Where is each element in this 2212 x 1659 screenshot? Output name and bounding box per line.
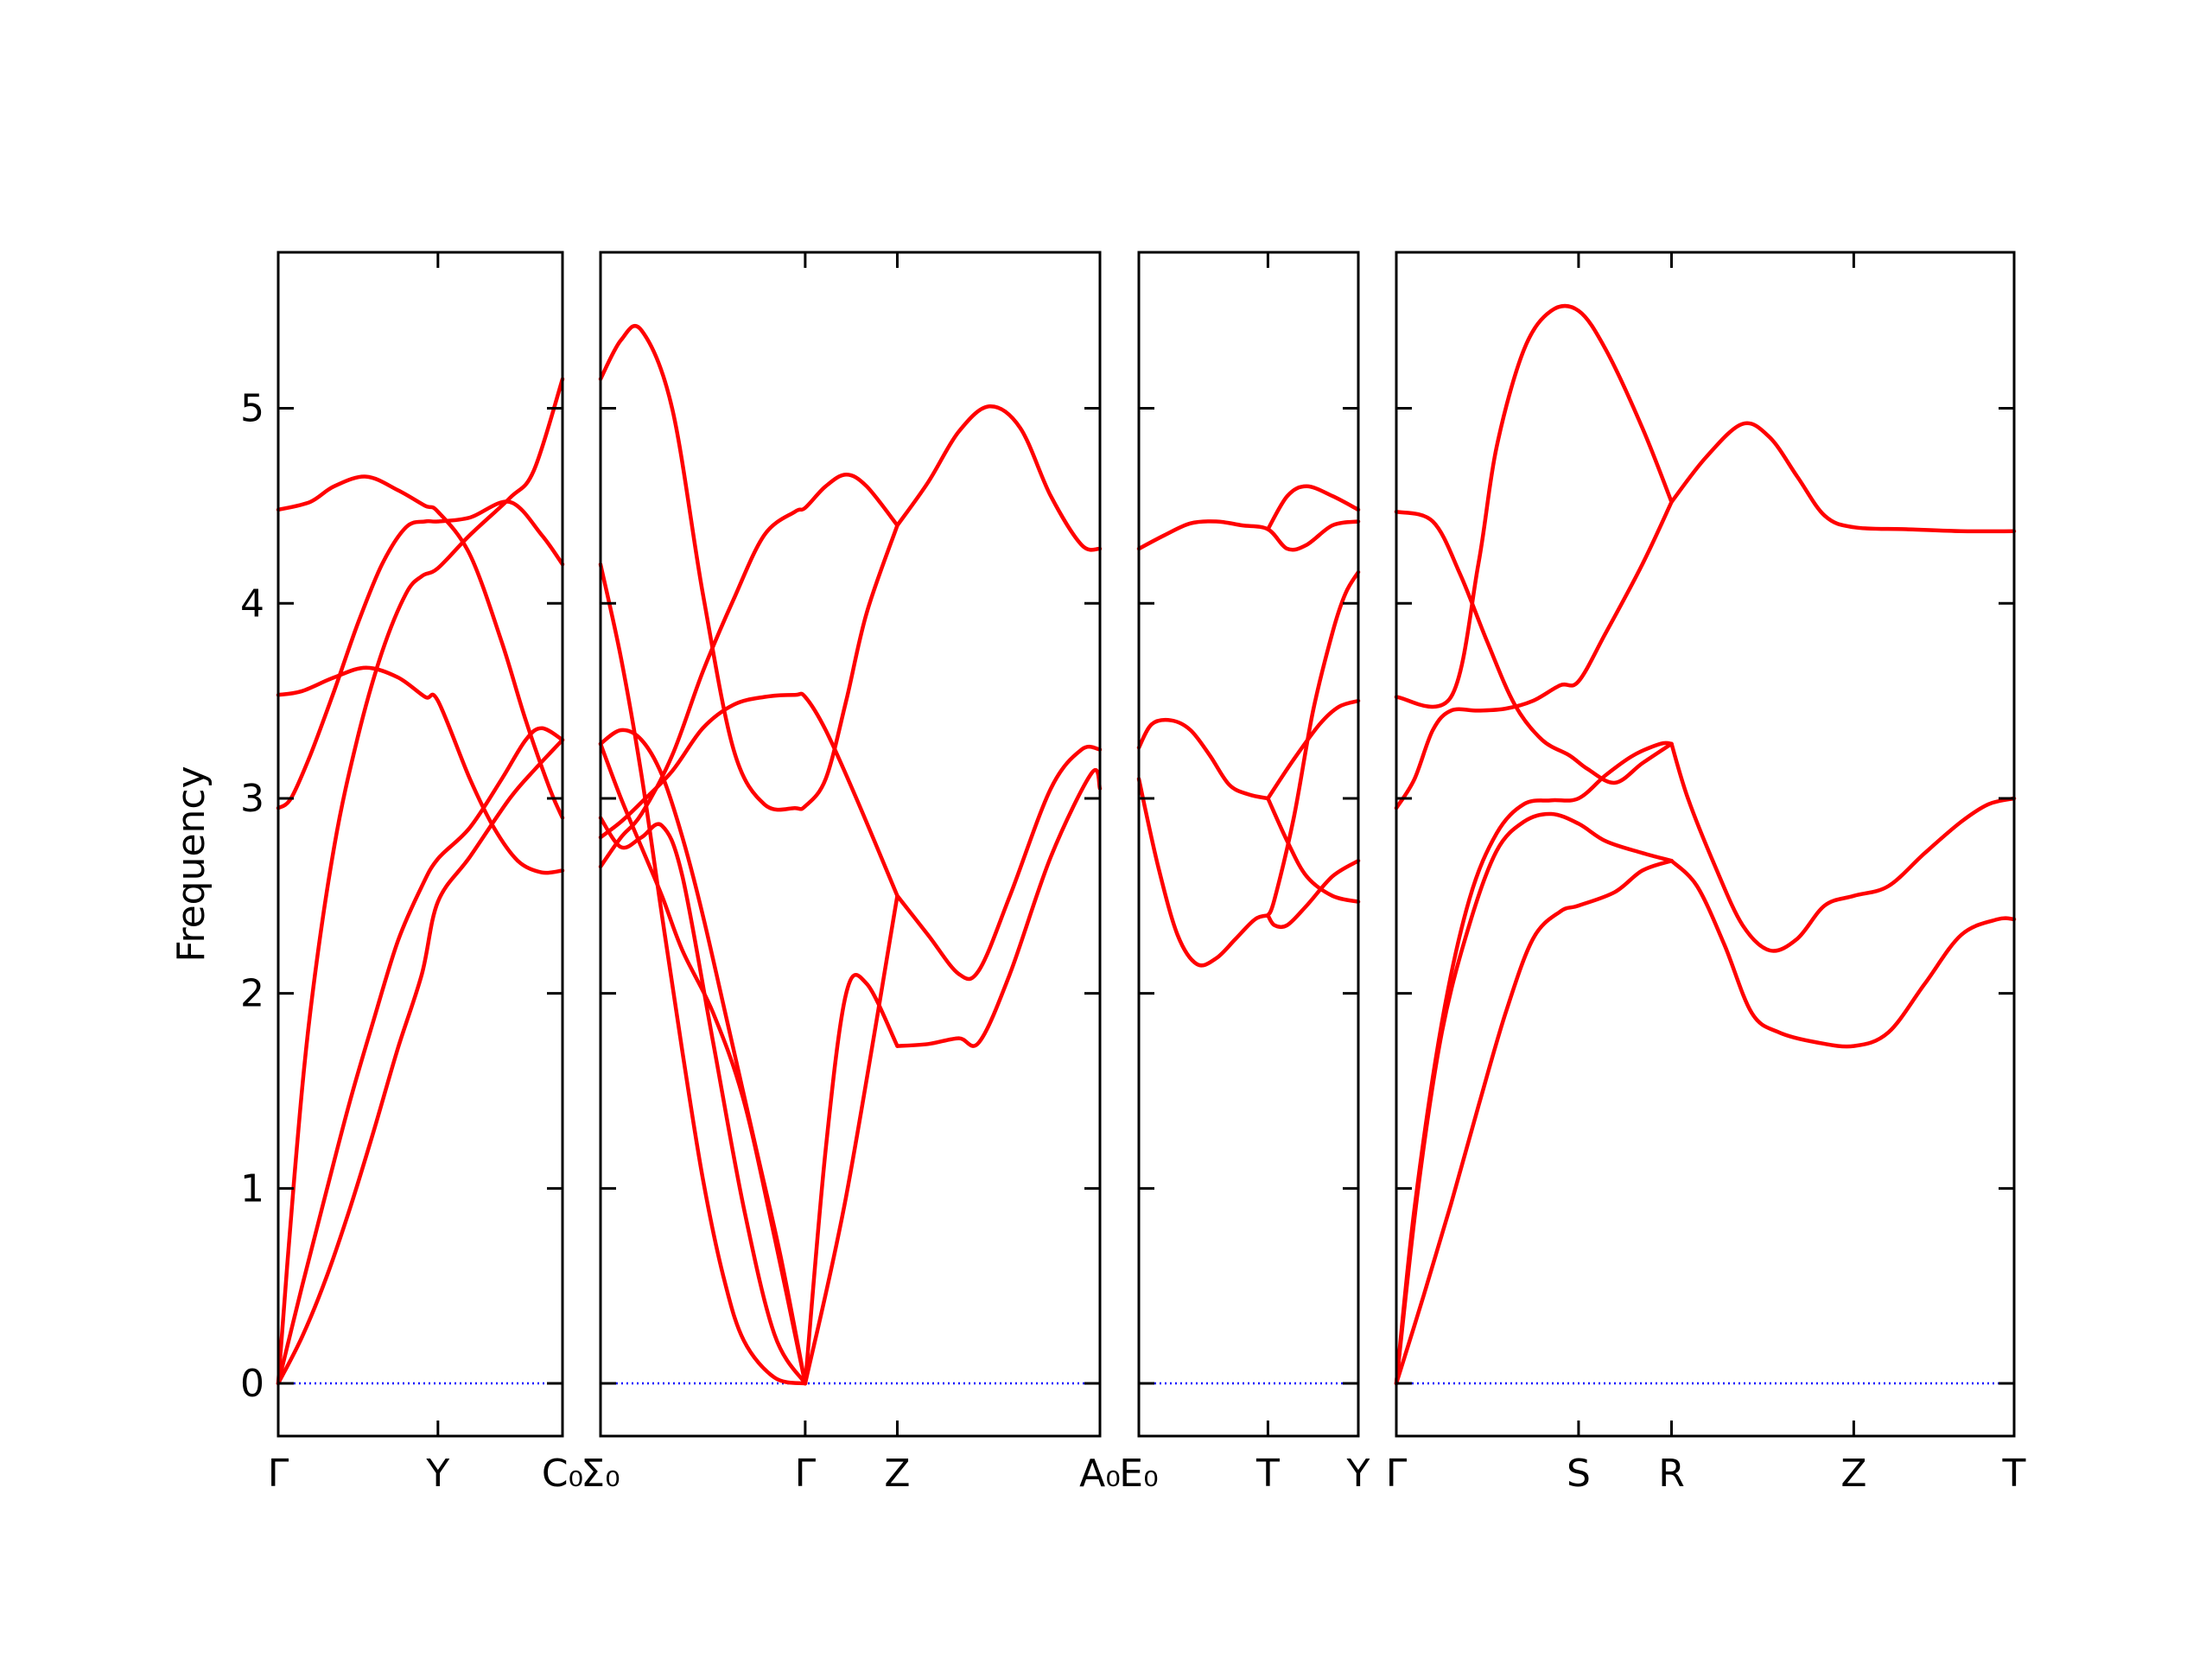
- band-line-1: [598, 816, 808, 1386]
- band-line-9: [598, 473, 899, 869]
- x-tick-label: S: [1567, 1452, 1591, 1496]
- band-line-6: [803, 893, 899, 1386]
- band-line-12: [895, 404, 1103, 552]
- x-tick-label: C₀: [542, 1452, 583, 1496]
- band-line-5: [1266, 796, 1361, 904]
- x-tick-label: T: [1255, 1452, 1280, 1496]
- y-tick-label: 1: [240, 1166, 264, 1211]
- panel-2: Σ₀ Γ Z A₀: [581, 251, 1121, 1496]
- x-tick-label: Z: [1840, 1452, 1866, 1496]
- band-line-3: [1136, 717, 1270, 801]
- y-tick-label: 4: [240, 582, 264, 626]
- band-line-2: [598, 741, 808, 1386]
- band-line-8: [1394, 499, 1674, 810]
- y-tick-label: 2: [240, 972, 264, 1016]
- band-line-2: [276, 726, 565, 1386]
- x-tick-label: E₀: [1119, 1452, 1158, 1496]
- band-line-7: [895, 768, 1103, 1048]
- y-tick-label: 5: [240, 387, 264, 431]
- panel-frame: [1137, 251, 1360, 1438]
- x-tick-label: Σ₀: [581, 1452, 620, 1496]
- band-line-7: [1394, 303, 1674, 709]
- band-line-11: [598, 323, 899, 812]
- band-line-4: [1266, 698, 1361, 801]
- y-axis-label: Frequency: [169, 766, 213, 962]
- band-line-4: [598, 728, 808, 1386]
- x-tick-label: A₀: [1079, 1452, 1121, 1496]
- x-tick-label: Γ: [268, 1452, 289, 1496]
- panel-1: Γ Y C₀: [268, 251, 583, 1496]
- band-line-8: [895, 744, 1103, 982]
- x-tick-label: Γ: [1386, 1452, 1408, 1496]
- band-line-5: [276, 474, 565, 820]
- band-line-4: [276, 499, 565, 810]
- x-tick-label: R: [1658, 1452, 1685, 1496]
- band-line-2: [1266, 484, 1361, 531]
- panel-frame: [1395, 251, 2016, 1438]
- panel-3: E₀ T Y: [1119, 251, 1370, 1496]
- band-line-6: [1136, 777, 1270, 968]
- x-tick-label: T: [2002, 1452, 2026, 1496]
- band-line-9: [1669, 421, 2017, 534]
- x-tick-label: Γ: [795, 1452, 817, 1496]
- x-tick-label: Y: [1346, 1452, 1370, 1496]
- x-tick-label: Z: [884, 1452, 910, 1496]
- band-line-1: [1394, 858, 1674, 1386]
- y-tick-label: 0: [240, 1362, 264, 1406]
- band-line-6: [276, 665, 565, 875]
- band-line-4: [1669, 858, 2017, 1049]
- band-line-8: [1266, 858, 1361, 930]
- band-line-6: [1394, 509, 1674, 785]
- band-line-1: [276, 738, 565, 1386]
- band-line-5: [1669, 741, 2017, 953]
- band-line-2: [1394, 811, 1674, 1386]
- band-line-1: [1136, 519, 1361, 552]
- x-tick-label: Y: [425, 1452, 449, 1496]
- band-line-3: [598, 562, 808, 1386]
- band-line-5: [803, 972, 899, 1386]
- y-tick-label: 3: [240, 777, 264, 821]
- band-line-7: [1266, 569, 1361, 918]
- band-line-10: [598, 691, 899, 899]
- band-line-3: [1394, 741, 1674, 1386]
- panel-frame: [599, 251, 1102, 1438]
- band-line-3: [276, 377, 565, 1386]
- panel-frame: [276, 251, 564, 1438]
